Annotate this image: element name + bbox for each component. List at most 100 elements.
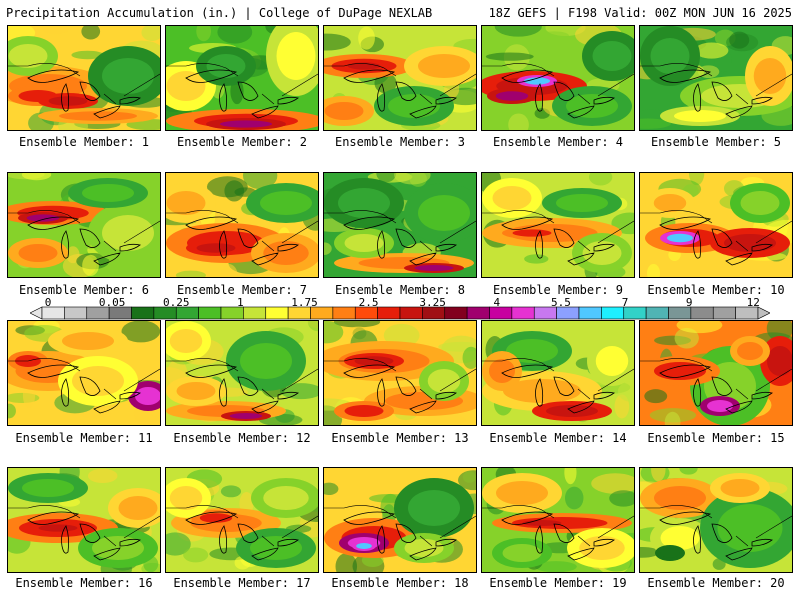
precip-contour [22, 479, 74, 497]
precip-contour [640, 546, 660, 558]
lake-outline [237, 376, 259, 396]
precip-contour [344, 405, 384, 417]
colorbar-swatch [265, 306, 289, 320]
precip-contour [8, 403, 16, 419]
precip-contour [324, 33, 351, 51]
precip-contour [512, 229, 552, 237]
colorbar-swatch [377, 306, 401, 320]
lake-outline [237, 228, 259, 248]
state-border [324, 358, 476, 400]
precip-contour [333, 321, 381, 328]
state-border [640, 63, 792, 105]
precip-contour [62, 332, 114, 350]
precip-contour [781, 468, 792, 487]
precip-contour [141, 26, 160, 41]
precip-contour [679, 468, 698, 475]
lake-outline [237, 81, 259, 101]
lake-outline [535, 83, 544, 112]
precip-contour [240, 343, 292, 379]
lake-outline [119, 96, 141, 105]
precip-contour [506, 339, 558, 363]
lake-outline [659, 69, 712, 83]
precip-contour [220, 485, 242, 498]
precip-contour [595, 346, 629, 376]
precipitation-map [166, 173, 318, 277]
ensemble-member-label: Ensemble Member: 7 [176, 283, 308, 297]
lake-outline [501, 69, 554, 83]
precip-contour [263, 486, 309, 510]
precip-contour [545, 259, 573, 271]
precipitation-map [640, 26, 792, 130]
precip-contour [740, 191, 780, 215]
lake-outline [395, 376, 417, 396]
lake-outline [751, 538, 773, 547]
colorbar-tick-label: 5.5 [550, 296, 571, 309]
precip-contour [737, 342, 763, 360]
ensemble-member-map [323, 25, 477, 131]
state-border [166, 505, 318, 547]
state-border [324, 63, 476, 105]
lake-outline [435, 96, 457, 105]
colorbar-tick-label: 0 [44, 296, 52, 309]
precipitation-map [166, 26, 318, 130]
precip-contour [539, 31, 569, 40]
model-run-info: 18Z GEFS | F198 Valid: 00Z MON JUN 16 20… [488, 6, 792, 20]
lake-outline [79, 228, 101, 248]
ensemble-member-map [323, 172, 477, 278]
precip-contour [427, 369, 461, 393]
precip-contour [457, 470, 476, 491]
lake-outline [185, 364, 238, 378]
ensemble-member-label: Ensemble Member: 16 [15, 576, 153, 590]
lake-outline [409, 547, 437, 561]
lake-outline [27, 216, 80, 230]
lake-outline [79, 523, 101, 543]
precip-contour [503, 379, 581, 403]
lake-outline [79, 81, 101, 101]
colorbar-swatch [511, 306, 535, 320]
lake-outline [277, 243, 299, 252]
ensemble-member-label: Ensemble Member: 4 [492, 135, 624, 149]
precip-contour [26, 214, 60, 222]
precipitation-map [482, 173, 634, 277]
lake-outline [567, 547, 595, 561]
state-border [166, 210, 318, 252]
colorbar-swatch [712, 306, 736, 320]
lake-outline [725, 105, 753, 119]
state-border [8, 63, 160, 105]
precip-contour [183, 547, 209, 563]
state-border [482, 210, 634, 252]
colorbar-tick-label: 1 [237, 296, 244, 309]
precip-contour [767, 346, 792, 376]
precip-contour [324, 482, 339, 496]
precipitation-map [8, 468, 160, 572]
lake-outline [251, 400, 279, 414]
precip-contour [121, 321, 160, 343]
ensemble-member-label: Ensemble Member: 15 [647, 431, 785, 445]
precip-contour [72, 366, 124, 396]
lake-outline [251, 105, 279, 119]
precipitation-map [482, 321, 634, 425]
precip-contour [71, 50, 104, 60]
lake-outline [61, 83, 70, 112]
precipitation-map [324, 26, 476, 130]
lake-outline [553, 523, 575, 543]
lake-outline [79, 376, 101, 396]
lake-outline [395, 523, 417, 543]
precip-contour [206, 54, 246, 78]
lake-outline [693, 83, 702, 112]
lake-outline [219, 378, 228, 407]
lake-outline [343, 364, 396, 378]
lake-outline [693, 378, 702, 407]
precip-contour [674, 327, 699, 349]
precip-contour [653, 194, 687, 212]
colorbar-tick-label: 1.75 [291, 296, 318, 309]
lake-outline [501, 511, 554, 525]
lake-outline [119, 243, 141, 252]
lake-outline [277, 391, 299, 400]
precip-contour [495, 91, 529, 101]
precip-contour [654, 362, 706, 380]
colorbar-swatch [444, 306, 468, 320]
lake-outline [535, 525, 544, 554]
lake-outline [27, 364, 80, 378]
ensemble-member-map [639, 467, 793, 573]
